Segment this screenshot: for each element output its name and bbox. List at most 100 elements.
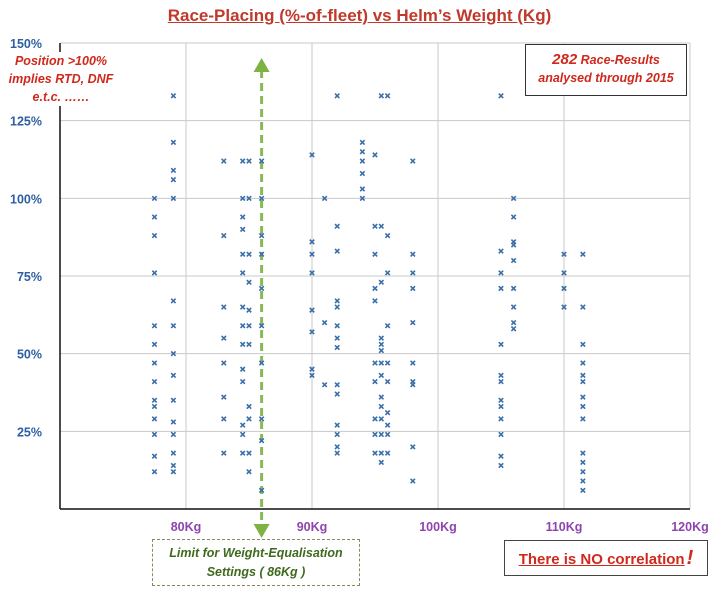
data-point <box>170 462 177 469</box>
data-point <box>309 366 315 372</box>
data-point <box>151 360 158 366</box>
data-point <box>410 360 416 366</box>
data-point <box>372 223 378 230</box>
data-point <box>384 93 391 99</box>
data-point <box>170 176 177 183</box>
data-point <box>239 251 246 258</box>
data-point <box>246 158 252 164</box>
data-point <box>170 167 177 174</box>
x-tick-label: 100Kg <box>419 520 457 534</box>
data-point <box>309 307 315 313</box>
data-point <box>258 416 265 422</box>
data-point <box>246 403 252 410</box>
data-point <box>384 232 391 239</box>
data-point <box>334 444 340 450</box>
limit-arrow-down <box>253 524 270 538</box>
data-point <box>334 248 340 254</box>
data-point <box>580 341 586 348</box>
data-point <box>246 251 252 258</box>
data-point <box>239 366 246 372</box>
data-point <box>378 360 385 366</box>
data-point <box>246 468 252 475</box>
data-point <box>580 394 586 400</box>
data-point <box>372 378 378 385</box>
data-point <box>258 195 265 202</box>
data-point <box>510 195 517 202</box>
data-point <box>378 335 385 341</box>
data-point <box>372 416 378 422</box>
data-point <box>170 450 177 456</box>
data-point <box>334 391 340 397</box>
data-point <box>378 403 385 410</box>
data-point <box>372 360 378 366</box>
data-point <box>561 251 567 258</box>
data-point <box>151 341 158 348</box>
data-point <box>498 341 504 348</box>
data-point <box>239 322 246 329</box>
data-point <box>170 139 177 146</box>
rtd-note-line-2: implies RTD, DNF <box>8 72 114 86</box>
data-point <box>580 459 586 466</box>
data-point <box>334 422 340 428</box>
data-point <box>151 322 158 329</box>
data-point <box>378 416 385 422</box>
data-point <box>561 270 567 276</box>
data-point <box>498 431 504 438</box>
race-results-box: 282 Race-Results analysed through 2015 <box>525 44 687 96</box>
data-point <box>580 450 586 456</box>
data-point <box>378 341 385 348</box>
data-point <box>580 416 586 422</box>
data-point <box>372 431 378 438</box>
data-point <box>170 419 177 425</box>
data-point <box>258 360 265 366</box>
data-point <box>239 304 246 310</box>
data-point <box>378 279 385 285</box>
data-point <box>334 381 340 388</box>
data-point <box>580 378 586 385</box>
x-tick-label: 110Kg <box>546 520 583 534</box>
data-point <box>151 195 158 202</box>
data-point <box>384 409 391 416</box>
data-point <box>170 397 177 404</box>
data-point <box>372 152 378 158</box>
y-tick-label: 75% <box>17 270 42 284</box>
data-point <box>221 416 227 422</box>
data-point <box>580 487 586 494</box>
no-correlation-box: There is NO correlation! <box>504 540 708 576</box>
data-point <box>221 335 227 341</box>
data-point <box>498 93 504 99</box>
data-point <box>334 93 340 99</box>
data-point <box>334 450 340 456</box>
data-point <box>384 270 391 276</box>
race-results-line-1: 282 Race-Results <box>526 51 686 69</box>
data-point <box>151 403 158 410</box>
data-point <box>151 431 158 438</box>
data-point <box>258 232 265 239</box>
data-point <box>384 431 391 438</box>
data-point <box>410 251 416 258</box>
data-point <box>334 344 340 351</box>
data-point <box>321 319 328 326</box>
data-point <box>309 152 315 158</box>
data-point <box>221 394 227 400</box>
y-tick-label: 150% <box>10 37 42 51</box>
race-results-line-2: analysed through 2015 <box>538 71 674 85</box>
data-point <box>359 195 366 202</box>
weight-limit-label-box: Limit for Weight-Equalisation Settings (… <box>152 539 360 586</box>
data-point <box>510 304 517 310</box>
data-point <box>561 304 567 310</box>
data-point <box>221 304 227 310</box>
data-point <box>498 403 504 410</box>
y-tick-label: 50% <box>17 348 42 362</box>
data-point <box>170 93 177 99</box>
data-point <box>580 360 586 366</box>
data-point <box>151 232 158 239</box>
data-point <box>151 378 158 385</box>
data-point <box>239 431 246 438</box>
data-point <box>384 378 391 385</box>
data-point <box>239 378 246 385</box>
data-point <box>510 214 517 220</box>
data-point <box>510 242 517 248</box>
data-point <box>372 251 378 258</box>
data-point <box>378 459 385 466</box>
